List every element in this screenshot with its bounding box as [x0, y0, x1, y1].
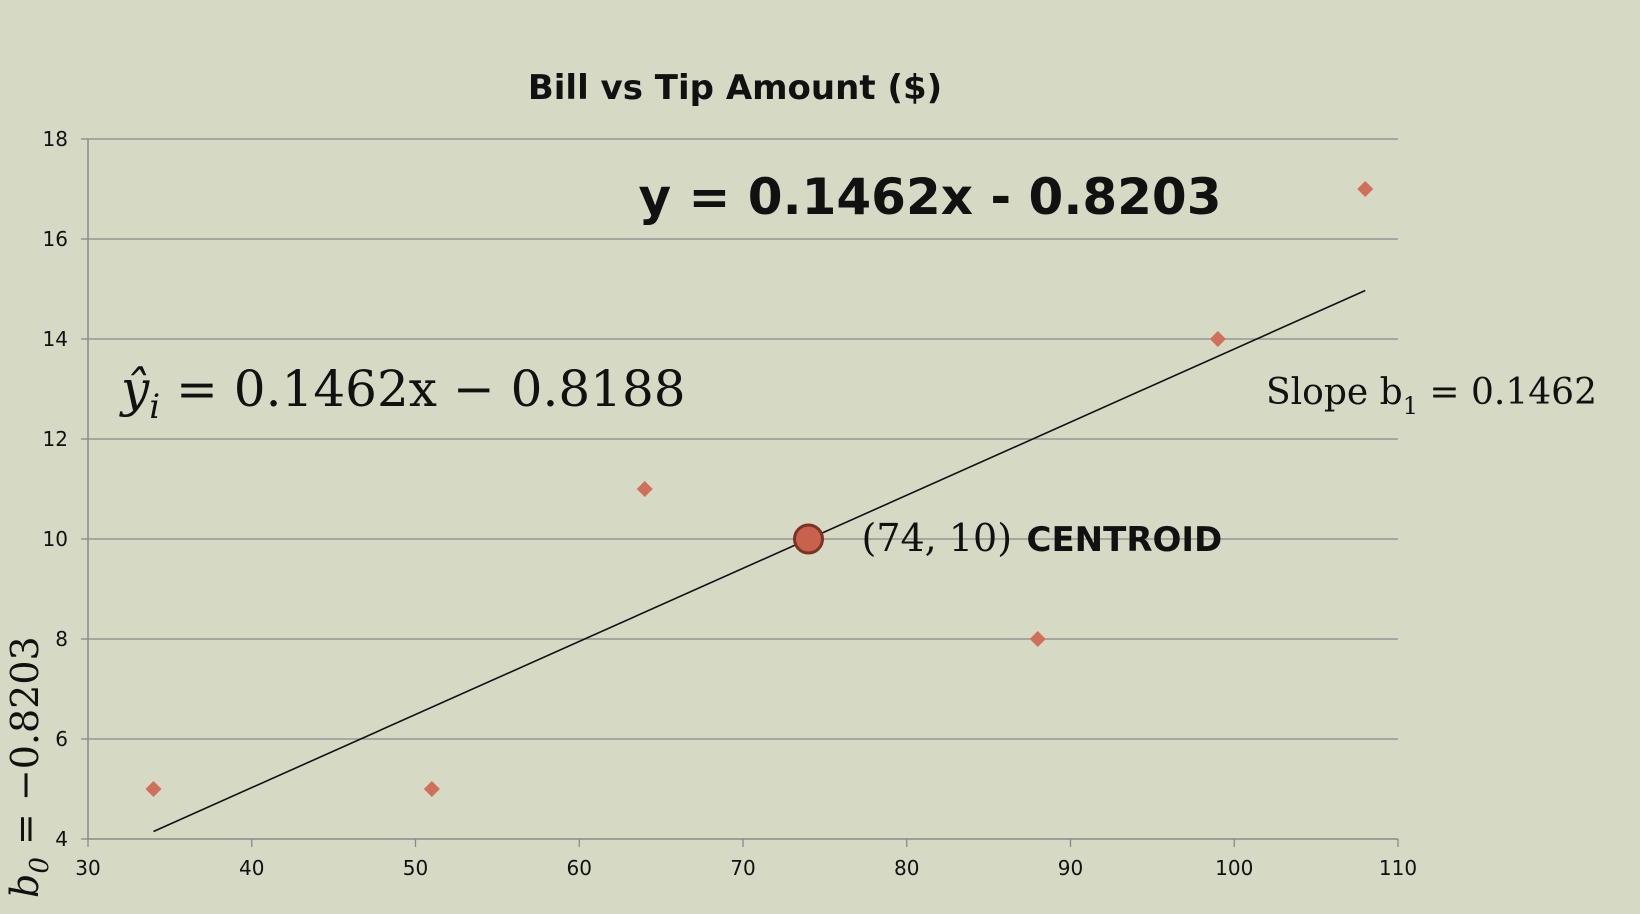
y-tick-label-8: 8 [55, 627, 68, 651]
x-tick-label-100: 100 [1215, 856, 1253, 880]
x-tick-label-110: 110 [1379, 856, 1417, 880]
data-point-1 [145, 781, 162, 797]
slope-annotation: Slope b1 = 0.1462 [1266, 372, 1597, 420]
x-tick-label-40: 40 [239, 856, 264, 880]
intercept-subscript: 0 [25, 857, 55, 874]
x-tick-label-30: 30 [75, 856, 100, 880]
y-tick-label-10: 10 [43, 527, 68, 551]
intercept-rhs: = −0.8203 [3, 636, 47, 857]
centroid-marker [793, 523, 824, 555]
y-axis-tick-labels: 4 6 8 10 12 14 16 18 [43, 127, 68, 851]
x-tick-label-50: 50 [403, 856, 428, 880]
y-tick-label-6: 6 [55, 727, 68, 751]
x-tick-label-90: 90 [1058, 856, 1083, 880]
data-point-4 [1029, 631, 1046, 647]
y-tick-label-14: 14 [43, 327, 68, 351]
regression-formula-rhs: = 0.1462x − 0.8188 [160, 360, 685, 418]
data-point-5 [1209, 331, 1226, 347]
data-point-2 [423, 781, 440, 797]
x-axis-tick-labels: 30 40 50 60 70 80 90 100 110 [75, 856, 1417, 880]
centroid-group: (74, 10) CENTROID [793, 516, 1223, 560]
data-point-3 [636, 481, 653, 497]
axes [81, 138, 1399, 847]
x-tick-label-60: 60 [567, 856, 592, 880]
data-points [145, 181, 1374, 797]
intercept-annotation: b0 = −0.8203 [3, 636, 55, 898]
slope-subscript: 1 [1403, 392, 1418, 420]
grid-lines [88, 138, 1398, 740]
y-tick-label-18: 18 [43, 127, 68, 151]
x-tick-label-70: 70 [730, 856, 755, 880]
y-tick-label-4: 4 [55, 827, 68, 851]
slope-prefix: Slope b [1266, 372, 1403, 413]
centroid-coordinate-label: (74, 10) [862, 516, 1013, 560]
regression-formula-subscript: i [149, 387, 160, 427]
y-tick-label-12: 12 [43, 427, 68, 451]
slope-rhs: = 0.1462 [1418, 372, 1597, 413]
trendline-equation-label: y = 0.1462x - 0.8203 [638, 168, 1221, 226]
intercept-prefix: b [3, 874, 47, 898]
data-point-6 [1357, 181, 1374, 197]
trendline-group [153, 289, 1366, 833]
regression-formula-yhat: ŷ [119, 360, 150, 418]
chart-title: Bill vs Tip Amount ($) [528, 68, 942, 108]
centroid-label: CENTROID [1027, 520, 1223, 560]
x-tick-label-80: 80 [894, 856, 919, 880]
y-tick-label-16: 16 [43, 227, 68, 251]
regression-formula: ŷi = 0.1462x − 0.8188 [119, 360, 686, 427]
trendline [153, 289, 1366, 833]
